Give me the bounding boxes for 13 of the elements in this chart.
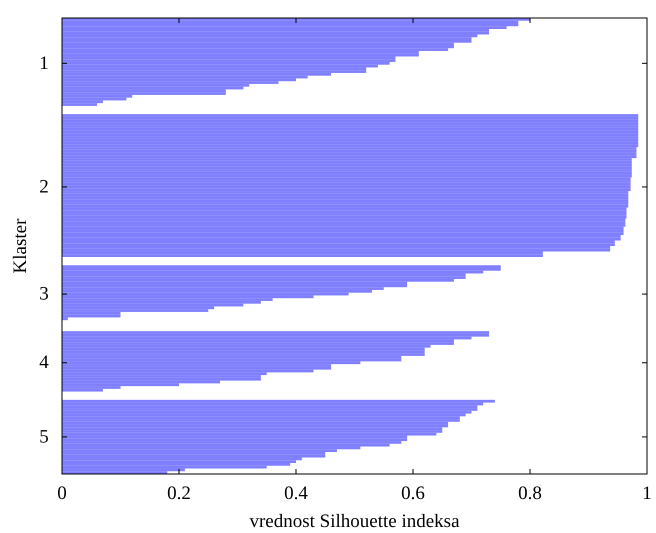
- x-tick-label: 1: [642, 483, 652, 504]
- y-axis-title: Klaster: [10, 218, 31, 274]
- y-tick-label: 3: [39, 284, 49, 305]
- x-axis-title: vrednost Silhouette indeksa: [249, 511, 460, 532]
- x-tick-label: 0.6: [401, 483, 425, 504]
- x-tick-label: 0.8: [518, 483, 542, 504]
- y-tick-label: 4: [39, 352, 50, 374]
- y-tick-label: 5: [39, 426, 49, 448]
- y-tick-label: 2: [39, 176, 49, 198]
- x-tick-label: 0.4: [284, 483, 308, 504]
- y-tick-label: 1: [39, 52, 49, 74]
- x-tick-label: 0: [57, 483, 67, 504]
- x-tick-label: 0.2: [167, 483, 191, 504]
